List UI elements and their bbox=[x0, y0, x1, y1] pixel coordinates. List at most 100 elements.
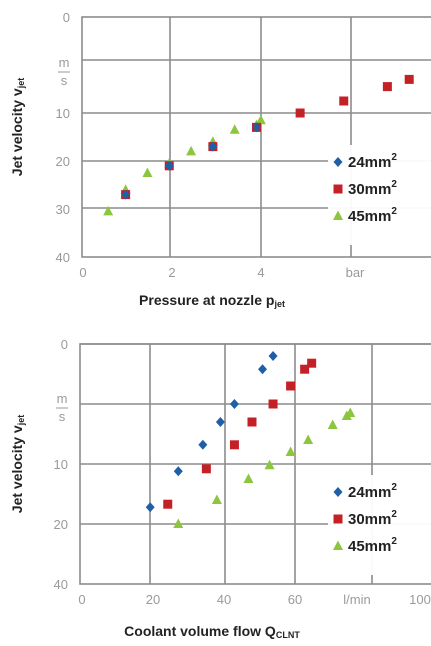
legend-label-text: 30mm bbox=[348, 181, 391, 198]
data-point-24mm2-4 bbox=[215, 417, 225, 427]
data-point-30mm2-7 bbox=[382, 82, 392, 92]
y-axis-title-subscript: jet bbox=[16, 415, 26, 427]
y-axis-title-text: Jet velocity v bbox=[9, 425, 25, 513]
x-axis-title: Coolant volume flow QCLNT bbox=[124, 623, 300, 640]
data-point-30mm2-2 bbox=[201, 464, 211, 474]
legend-label-text: 24mm bbox=[348, 484, 391, 501]
legend-label-3: 45mm2 bbox=[348, 206, 397, 225]
legend-label-superscript: 2 bbox=[391, 206, 397, 217]
legend-label-2: 30mm2 bbox=[348, 509, 397, 528]
legend-label-text: 45mm bbox=[348, 538, 391, 555]
x-tick-label: 20 bbox=[146, 592, 160, 607]
y-axis-unit-numerator: m bbox=[57, 391, 68, 406]
y-tick-label: 0 bbox=[61, 337, 68, 352]
legend-label-superscript: 2 bbox=[391, 179, 397, 190]
data-point-45mm2-1 bbox=[103, 205, 114, 216]
data-point-24mm2-2 bbox=[164, 160, 174, 171]
y-tick-label: 10 bbox=[56, 106, 70, 121]
data-point-45mm2-9 bbox=[345, 407, 356, 417]
data-point-24mm2-2 bbox=[173, 466, 183, 477]
x-tick-label: 4 bbox=[257, 265, 264, 280]
x-tick-label: 40 bbox=[217, 592, 231, 607]
data-point-24mm2-3 bbox=[208, 141, 218, 152]
data-point-30mm2-6 bbox=[339, 96, 349, 106]
x-tick-label: 60 bbox=[288, 592, 302, 607]
y-axis-unit-denominator: s bbox=[59, 409, 66, 424]
y-axis-title-text: Jet velocity v bbox=[9, 88, 25, 176]
x-axis-title-subscript: jet bbox=[273, 299, 285, 309]
data-point-45mm2-5 bbox=[186, 145, 197, 156]
data-point-24mm2-1 bbox=[121, 189, 131, 200]
y-tick-label: 50 bbox=[56, 0, 70, 3]
data-point-45mm2-9 bbox=[255, 114, 266, 125]
x-tick-label: 2 bbox=[168, 265, 175, 280]
data-point-45mm2-4 bbox=[264, 459, 275, 470]
legend-marker-30mm2 bbox=[333, 514, 343, 524]
data-point-45mm2-6 bbox=[303, 434, 314, 444]
legend-marker-24mm2 bbox=[333, 157, 343, 167]
x-axis-title-text: Coolant volume flow Q bbox=[124, 623, 276, 639]
data-point-45mm2-5 bbox=[285, 446, 296, 456]
legend-label-superscript: 2 bbox=[391, 536, 397, 547]
legend-label-1: 24mm2 bbox=[348, 482, 397, 501]
data-point-30mm2-5 bbox=[268, 399, 278, 409]
chart-2: 0 10 20 40 0 20 40 60 100 l/min ms Coolant volume f… bbox=[9, 337, 431, 640]
data-point-30mm2-3 bbox=[229, 440, 239, 450]
chart-1: 01020304050024barmsPressure at nozzle pj… bbox=[9, 0, 431, 309]
x-axis-unit: bar bbox=[346, 265, 365, 280]
data-point-30mm2-4 bbox=[247, 417, 257, 427]
legend-label-1: 24mm2 bbox=[348, 152, 397, 171]
data-point-45mm2-3 bbox=[142, 167, 153, 177]
y-tick-label: 20 bbox=[54, 517, 68, 532]
data-point-45mm2-1 bbox=[173, 518, 184, 528]
legend-label-2: 30mm2 bbox=[348, 179, 397, 198]
data-point-45mm2-3 bbox=[243, 473, 254, 483]
y-tick-label: 30 bbox=[56, 202, 70, 217]
y-axis-unit-numerator: m bbox=[59, 55, 70, 70]
legend-marker-45mm2 bbox=[333, 210, 343, 220]
y-tick-label: 0 bbox=[63, 10, 70, 25]
data-point-24mm2-5 bbox=[229, 399, 239, 409]
data-point-45mm2-7 bbox=[327, 419, 338, 429]
data-point-30mm2-8 bbox=[307, 358, 317, 368]
legend-box bbox=[328, 475, 431, 575]
y-axis-unit-denominator: s bbox=[61, 73, 68, 88]
legend-label-superscript: 2 bbox=[391, 509, 397, 520]
legend-label-superscript: 2 bbox=[391, 152, 397, 163]
legend-label-text: 45mm bbox=[348, 208, 391, 225]
y-axis-title-subscript: jet bbox=[16, 78, 26, 90]
data-point-24mm2-3 bbox=[198, 439, 208, 450]
data-point-30mm2-5 bbox=[295, 108, 305, 118]
y-tick-label: 40 bbox=[54, 577, 68, 592]
y-axis-title: Jet velocity vjet bbox=[9, 78, 26, 176]
legend-label-text: 24mm bbox=[348, 154, 391, 171]
x-axis-unit: l/min bbox=[343, 592, 370, 607]
legend-marker-24mm2 bbox=[333, 487, 343, 497]
x-axis-title-text: Pressure at nozzle p bbox=[139, 292, 274, 308]
y-tick-label: 40 bbox=[56, 250, 70, 265]
legend-label-superscript: 2 bbox=[391, 482, 397, 493]
data-point-45mm2-2 bbox=[211, 494, 222, 504]
y-axis-title: Jet velocity vjet bbox=[9, 415, 26, 513]
data-point-24mm2-7 bbox=[268, 351, 278, 361]
data-point-24mm2-1 bbox=[145, 502, 155, 513]
legend-label-3: 45mm2 bbox=[348, 536, 397, 555]
data-point-30mm2-8 bbox=[404, 74, 414, 84]
y-tick-label: 10 bbox=[54, 457, 68, 472]
data-point-24mm2-4 bbox=[252, 122, 261, 133]
data-point-30mm2-1 bbox=[163, 499, 173, 509]
data-point-30mm2-7 bbox=[300, 364, 310, 374]
data-point-45mm2-7 bbox=[229, 124, 240, 134]
x-axis-title-subscript: CLNT bbox=[276, 630, 300, 640]
legend-marker-30mm2 bbox=[333, 184, 343, 194]
x-tick-label: 0 bbox=[79, 265, 86, 280]
x-tick-label: 0 bbox=[78, 592, 85, 607]
legend-marker-45mm2 bbox=[333, 540, 343, 550]
legend-box bbox=[328, 145, 431, 245]
data-point-24mm2-6 bbox=[258, 364, 268, 375]
y-tick-label: 20 bbox=[56, 154, 70, 169]
x-axis-title: Pressure at nozzle pjet bbox=[139, 292, 285, 309]
data-point-30mm2-6 bbox=[286, 381, 296, 391]
legend-label-text: 30mm bbox=[348, 511, 391, 528]
